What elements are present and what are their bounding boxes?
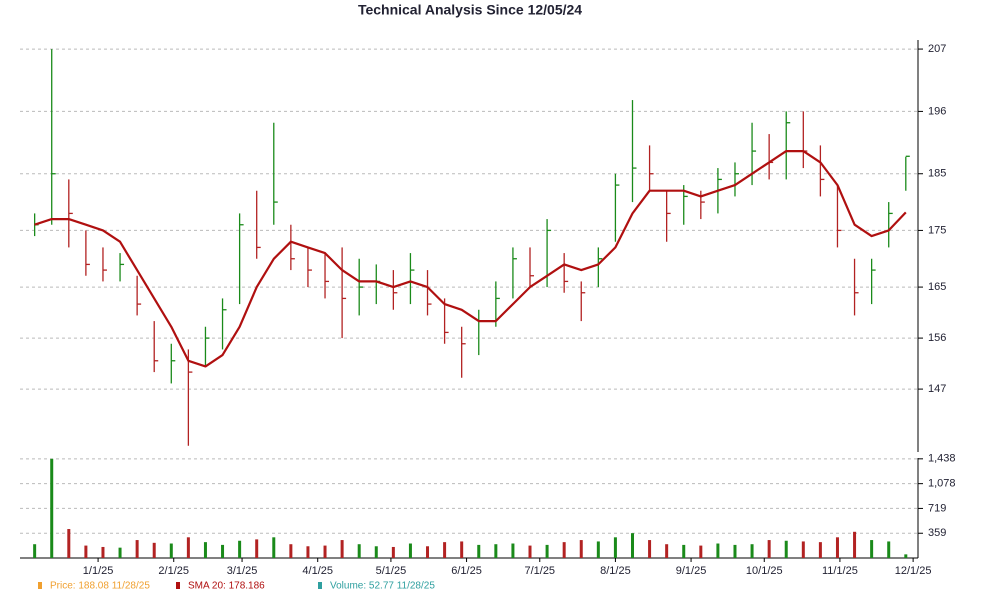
x-tick-label: 7/1/25 bbox=[524, 565, 555, 577]
volume-bar bbox=[203, 542, 207, 558]
volume-bar bbox=[648, 540, 652, 558]
volume-bar bbox=[289, 544, 293, 558]
sma-line bbox=[34, 150, 907, 368]
legend-label: SMA 20: 178.186 bbox=[188, 581, 265, 592]
volume-bar bbox=[340, 540, 344, 558]
volume-bar bbox=[596, 541, 600, 558]
volume-bar bbox=[118, 547, 122, 558]
volume-bar bbox=[750, 544, 754, 558]
x-tick-label: 1/1/25 bbox=[83, 565, 114, 577]
y-tick-label: 147 bbox=[928, 383, 946, 395]
volume-bar bbox=[699, 545, 703, 558]
volume-bar bbox=[528, 545, 532, 558]
volume-bar bbox=[255, 539, 259, 558]
volume-bar bbox=[306, 546, 310, 558]
x-tick-label: 4/1/25 bbox=[302, 565, 333, 577]
y-tick-label: 1,078 bbox=[928, 478, 956, 490]
volume-bar bbox=[613, 537, 617, 558]
volume-bar bbox=[733, 544, 737, 558]
y-tick-label: 185 bbox=[928, 168, 946, 180]
volume-bar bbox=[169, 543, 173, 558]
volume-bar bbox=[238, 540, 242, 558]
x-tick-label: 12/1/25 bbox=[895, 565, 932, 577]
volume-bar bbox=[870, 540, 874, 558]
x-tick-label: 11/1/25 bbox=[822, 565, 858, 577]
x-tick-label: 2/1/25 bbox=[158, 565, 189, 577]
y-tick-label: 156 bbox=[928, 332, 946, 344]
volume-bar bbox=[818, 542, 822, 558]
volume-bar bbox=[562, 542, 566, 558]
volume-bar bbox=[716, 543, 720, 558]
x-tick-label: 9/1/25 bbox=[676, 565, 707, 577]
volume-bar bbox=[408, 543, 412, 558]
volume-bar bbox=[630, 533, 634, 558]
volume-bar bbox=[460, 541, 464, 558]
volume-bar bbox=[272, 537, 276, 558]
legend-label: Price: 188.08 11/28/25 bbox=[50, 581, 150, 592]
volume-bar bbox=[477, 544, 481, 558]
x-tick-label: 5/1/25 bbox=[376, 565, 407, 577]
volume-bar bbox=[665, 544, 669, 558]
volume-bar bbox=[67, 529, 71, 558]
volume-bar bbox=[853, 531, 857, 558]
y-tick-label: 165 bbox=[928, 281, 946, 293]
x-tick-label: 3/1/25 bbox=[227, 565, 258, 577]
y-tick-label: 719 bbox=[928, 502, 946, 514]
volume-bar bbox=[682, 544, 686, 558]
volume-bar bbox=[33, 544, 37, 558]
volume-bar bbox=[835, 537, 839, 558]
volume-bar bbox=[186, 537, 190, 558]
y-tick-label: 207 bbox=[928, 43, 946, 55]
volume-bar bbox=[545, 544, 549, 558]
volume-bar bbox=[767, 540, 771, 558]
x-tick-label: 10/1/25 bbox=[746, 565, 783, 577]
volume-bar bbox=[511, 543, 515, 558]
x-tick-label: 8/1/25 bbox=[600, 565, 631, 577]
volume-bar bbox=[904, 554, 908, 558]
y-tick-label: 175 bbox=[928, 224, 946, 236]
volume-bar bbox=[443, 542, 447, 558]
volume-bar bbox=[374, 546, 378, 558]
volume-bar bbox=[323, 545, 327, 558]
volume-bar bbox=[357, 544, 361, 558]
volume-bar bbox=[579, 540, 583, 558]
y-tick-label: 1,438 bbox=[928, 453, 956, 465]
volume-bar bbox=[801, 541, 805, 558]
volume-bar bbox=[887, 541, 891, 558]
volume-bar bbox=[426, 546, 430, 558]
volume-bar bbox=[221, 544, 225, 558]
volume-bar bbox=[50, 458, 54, 558]
y-tick-label: 196 bbox=[928, 105, 946, 117]
volume-bar bbox=[84, 545, 88, 558]
volume-bar bbox=[135, 540, 139, 558]
y-tick-label: 359 bbox=[928, 527, 946, 539]
legend-swatch bbox=[318, 582, 322, 589]
volume-bar bbox=[494, 544, 498, 558]
volume-bar bbox=[101, 546, 105, 558]
legend-swatch bbox=[38, 582, 42, 589]
legend-label: Volume: 52.77 11/28/25 bbox=[330, 581, 435, 592]
legend-swatch bbox=[176, 582, 180, 589]
volume-bar bbox=[152, 542, 156, 558]
volume-bar bbox=[391, 546, 395, 558]
volume-bar bbox=[784, 540, 788, 558]
x-tick-label: 6/1/25 bbox=[451, 565, 482, 577]
chart-title: Technical Analysis Since 12/05/24 bbox=[358, 2, 582, 18]
